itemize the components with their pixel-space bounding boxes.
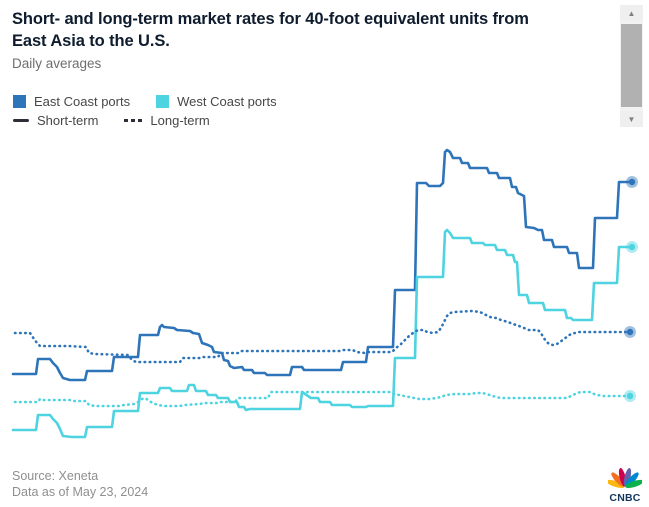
solid-line-swatch-icon <box>13 119 29 122</box>
scroll-up-icon: ▲ <box>627 8 636 18</box>
scroll-down-button[interactable]: ▼ <box>620 111 643 127</box>
legend-label-west-coast: West Coast ports <box>177 94 277 109</box>
series-ec-long <box>13 309 632 364</box>
cnbc-logo: CNBC <box>606 465 644 504</box>
scroll-down-icon: ▼ <box>627 114 636 124</box>
chart-subtitle: Daily averages <box>12 56 102 71</box>
legend-item-east-coast: East Coast ports <box>13 94 130 109</box>
legend-label-east-coast: East Coast ports <box>34 94 131 109</box>
dashed-line-swatch-icon <box>124 119 143 122</box>
legend-terms: Short-term Long-term <box>13 113 228 128</box>
source-note: Source: Xeneta <box>12 469 99 483</box>
end-marker-ec-short <box>628 178 636 186</box>
end-marker-ec-long <box>626 328 634 336</box>
legend-label-short-term: Short-term <box>37 113 99 128</box>
title-line-2: East Asia to the U.S. <box>12 32 170 50</box>
end-marker-halo-ec-short <box>626 176 638 188</box>
series-wc-short <box>11 228 634 439</box>
title-line-1: Short- and long-term market rates for 40… <box>12 10 529 28</box>
legend-label-long-term: Long-term <box>150 113 210 128</box>
end-marker-wc-long <box>626 392 634 400</box>
cnbc-wordmark: CNBC <box>609 492 641 504</box>
west-coast-swatch-icon <box>156 95 170 108</box>
scrollbar-thumb[interactable] <box>621 24 642 107</box>
page-title: Short- and long-term market rates for 40… <box>12 8 612 52</box>
legend-item-west-coast: West Coast ports <box>156 94 277 109</box>
vertical-scrollbar[interactable]: ▲ ▼ <box>620 5 643 127</box>
legend-item-short-term: Short-term <box>13 113 98 128</box>
cnbc-peacock <box>606 468 644 489</box>
end-marker-halo-wc-short <box>626 241 638 253</box>
end-marker-halo-ec-long <box>624 326 636 338</box>
legend-ports: East Coast ports West Coast ports <box>13 94 295 109</box>
legend-item-long-term: Long-term <box>124 113 210 128</box>
end-marker-wc-short <box>628 243 636 251</box>
series-wc-long <box>13 390 632 408</box>
as-of-note: Data as of May 23, 2024 <box>12 485 149 499</box>
end-marker-halo-wc-long <box>624 390 636 402</box>
east-coast-swatch-icon <box>13 95 26 108</box>
series-ec-short <box>11 148 634 382</box>
scroll-up-button[interactable]: ▲ <box>620 5 643 21</box>
chart-footer: Source: Xeneta Data as of May 23, 2024 <box>12 468 148 500</box>
